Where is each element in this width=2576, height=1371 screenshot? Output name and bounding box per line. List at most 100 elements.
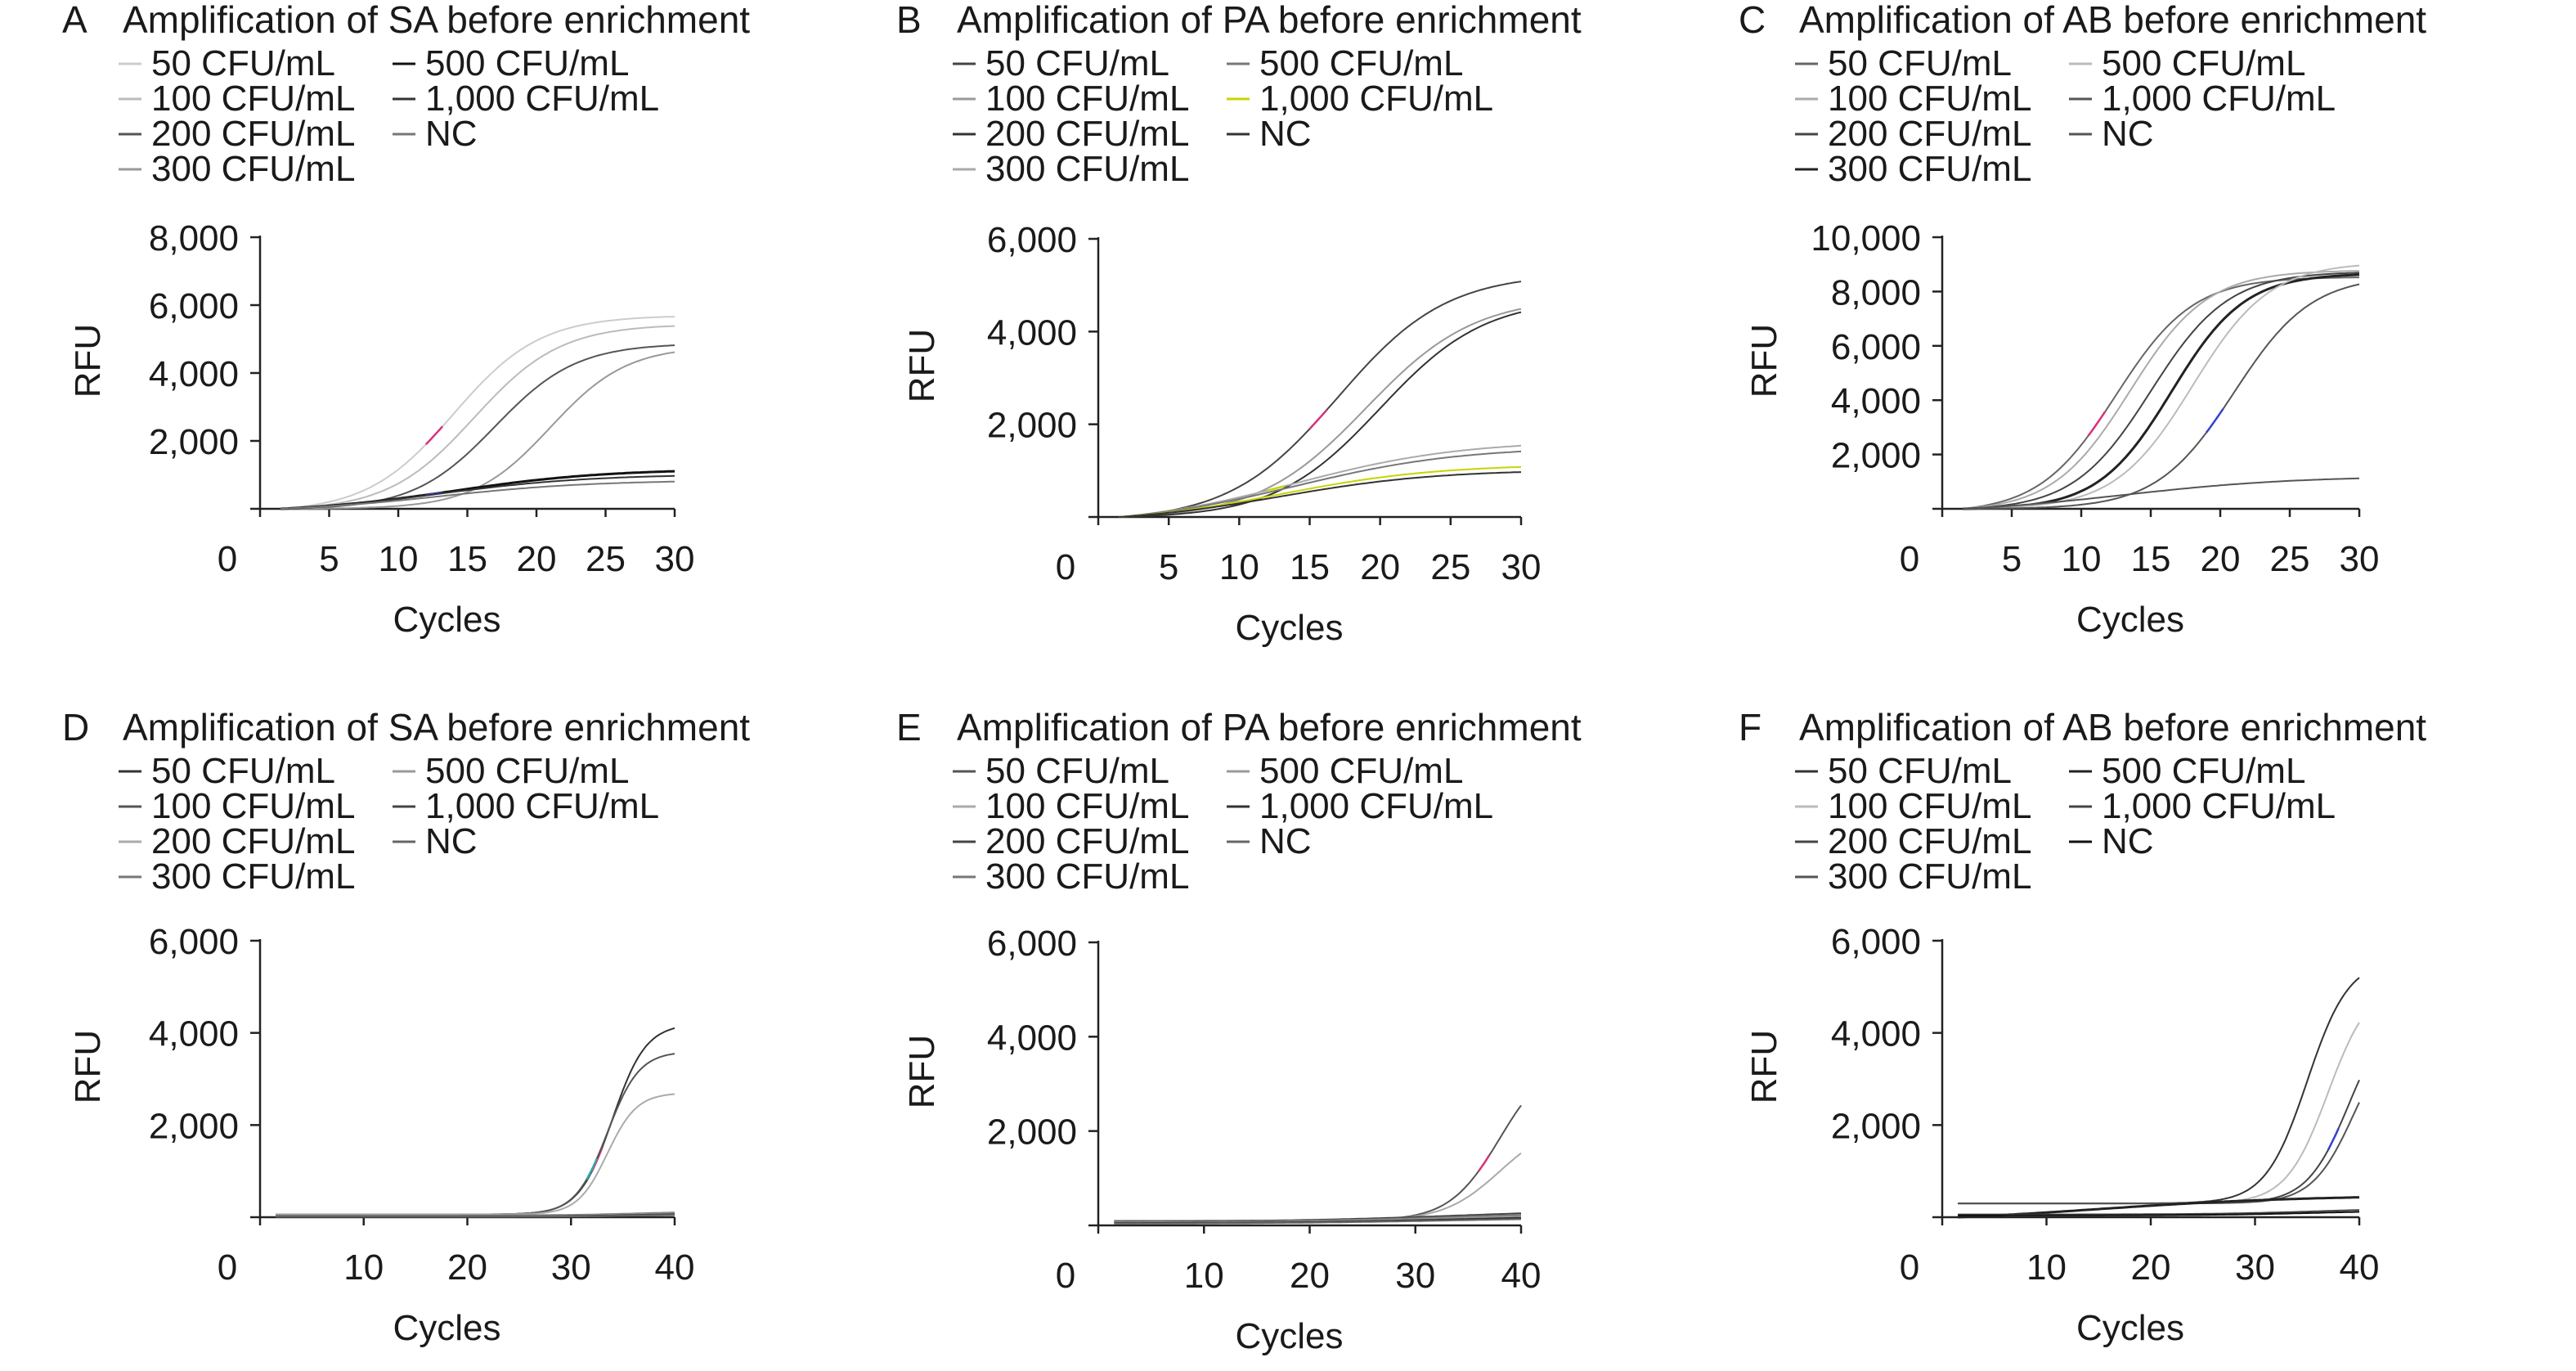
series-line-7	[1958, 1211, 2359, 1216]
series-line-1	[1119, 281, 1522, 518]
legend-label: 200 CFU/mL	[1828, 821, 2031, 861]
legend-label: 300 CFU/mL	[1828, 149, 2031, 189]
y-axis-label: RFU	[68, 324, 108, 398]
x-axis-label: Cycles	[393, 1308, 500, 1348]
legend-label: 1,000 CFU/mL	[425, 79, 659, 119]
chart-title: Amplification of PA before enrichment	[957, 706, 1582, 748]
x-tick-label: 40	[1501, 1256, 1542, 1296]
x-tick-label: 40	[655, 1247, 695, 1288]
legend-label: 1,000 CFU/mL	[425, 786, 659, 826]
series-line-1	[1114, 1104, 1522, 1222]
legend-label: 300 CFU/mL	[151, 149, 355, 189]
x-tick-label: 30	[655, 539, 695, 579]
legend-label: 1,000 CFU/mL	[1259, 79, 1493, 119]
series-line-2	[276, 1053, 675, 1216]
x-tick-label: 0	[1056, 547, 1075, 587]
y-tick-label: 6,000	[1831, 327, 1921, 367]
x-tick-label: 40	[2340, 1247, 2380, 1288]
x-tick-label: 30	[1501, 547, 1542, 587]
y-axis-label: RFU	[68, 1030, 108, 1104]
legend-label: 500 CFU/mL	[2102, 43, 2305, 83]
legend-label: 300 CFU/mL	[985, 856, 1189, 897]
series-line-3	[1958, 1079, 2360, 1205]
series-line-6	[1963, 283, 2360, 510]
legend-label: 100 CFU/mL	[151, 786, 355, 826]
y-tick-label: 2,000	[987, 1113, 1077, 1153]
x-tick-label: 20	[2201, 539, 2241, 579]
x-axis-label: Cycles	[2076, 600, 2184, 640]
series-accent-4	[1267, 485, 1285, 492]
chart-title: Amplification of AB before enrichment	[1799, 0, 2426, 41]
legend-label: 50 CFU/mL	[1828, 43, 2012, 83]
x-axis-label: Cycles	[1235, 1316, 1343, 1356]
series-line-2	[1119, 308, 1522, 518]
x-tick-label: 10	[1219, 547, 1259, 587]
y-tick-label: 8,000	[1831, 272, 1921, 312]
series-line-6	[1958, 1209, 2360, 1216]
y-axis-label: RFU	[902, 329, 942, 402]
y-tick-label: 4,000	[1831, 381, 1921, 421]
x-tick-label: 5	[319, 539, 339, 579]
series-line-3	[1119, 311, 1522, 518]
y-tick-label: 10,000	[1811, 218, 1921, 258]
series-accent-1	[424, 425, 444, 446]
y-axis-label: RFU	[902, 1035, 942, 1108]
x-tick-label: 30	[2235, 1247, 2275, 1288]
series-line-2	[280, 325, 675, 510]
x-axis-label: Cycles	[1235, 608, 1343, 648]
x-tick-label: 25	[2270, 539, 2310, 579]
x-tick-label: 30	[2340, 539, 2380, 579]
series-accent-1	[2087, 411, 2106, 437]
x-tick-label: 10	[1184, 1256, 1224, 1296]
legend-label: NC	[2102, 114, 2154, 154]
legend-label: 300 CFU/mL	[985, 149, 1189, 189]
panel-letter: A	[62, 0, 88, 41]
chart-panel-a: A Amplification of SA before enrichment50…	[62, 0, 750, 640]
x-tick-label: 25	[1430, 547, 1470, 587]
y-tick-label: 6,000	[149, 922, 239, 962]
legend-label: 500 CFU/mL	[425, 751, 629, 791]
legend-label: 1,000 CFU/mL	[1259, 786, 1493, 826]
x-axis-label: Cycles	[393, 600, 500, 640]
x-tick-label: 25	[586, 539, 626, 579]
panel-letter: E	[896, 706, 922, 748]
x-tick-label: 0	[1900, 539, 1919, 579]
y-tick-label: 2,000	[149, 1106, 239, 1146]
series-accent-1	[1308, 409, 1328, 430]
legend-label: NC	[425, 821, 478, 861]
panel-letter: C	[1739, 0, 1766, 41]
legend-label: 50 CFU/mL	[151, 43, 335, 83]
legend-label: 1,000 CFU/mL	[2102, 786, 2336, 826]
legend-label: 50 CFU/mL	[151, 751, 335, 791]
x-tick-label: 30	[1395, 1256, 1435, 1296]
x-tick-label: 15	[2131, 539, 2171, 579]
chart-panel-b: B Amplification of PA before enrichment50…	[896, 0, 1582, 648]
legend-label: NC	[425, 114, 478, 154]
chart-title: Amplification of AB before enrichment	[1799, 706, 2426, 748]
y-tick-label: 6,000	[987, 924, 1077, 964]
series-line-2	[1114, 1152, 1522, 1222]
x-tick-label: 10	[343, 1247, 384, 1288]
legend-label: 50 CFU/mL	[1828, 751, 2012, 791]
series-line-1	[1958, 977, 2360, 1205]
chart-panel-d: D Amplification of SA before enrichment50…	[62, 706, 750, 1348]
y-axis-label: RFU	[1744, 1030, 1784, 1104]
x-tick-label: 15	[447, 539, 487, 579]
series-accent-1	[1478, 1154, 1491, 1172]
legend-label: NC	[2102, 821, 2154, 861]
legend-label: NC	[1259, 821, 1312, 861]
series-accent-2	[586, 1157, 599, 1180]
legend-label: 100 CFU/mL	[1828, 786, 2031, 826]
y-tick-label: 8,000	[149, 218, 239, 258]
series-line-3	[280, 344, 675, 510]
x-tick-label: 10	[379, 539, 419, 579]
legend-label: 300 CFU/mL	[1828, 856, 2031, 897]
legend-label: 500 CFU/mL	[1259, 751, 1463, 791]
y-axis-label: RFU	[1744, 324, 1784, 398]
series-accent-3	[2327, 1128, 2340, 1151]
series-line-4	[1963, 273, 2360, 510]
y-tick-label: 4,000	[987, 1018, 1077, 1058]
panel-letter: F	[1739, 706, 1761, 748]
series-line-4	[1958, 1102, 2360, 1205]
legend-label: 100 CFU/mL	[1828, 79, 2031, 119]
